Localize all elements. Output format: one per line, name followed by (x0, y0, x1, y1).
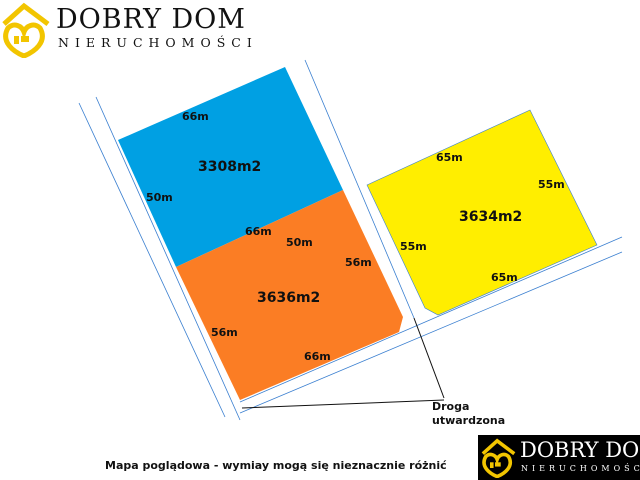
side-label: 56m (211, 326, 238, 339)
logo-top: DOBRY DOM NIERUCHOMOŚCI (0, 0, 280, 60)
side-label: 55m (400, 240, 427, 253)
plot-yellow (366, 109, 598, 316)
logo-subtitle: NIERUCHOMOŚCI (58, 35, 258, 50)
logo-title: DOBRY DOM (56, 4, 246, 35)
area-label-yellow: 3634m2 (459, 209, 522, 225)
house-heart-icon (481, 438, 516, 478)
plot-orange (176, 190, 403, 400)
area-label-orange: 3636m2 (257, 290, 320, 306)
side-label: 50m (286, 236, 313, 249)
area-label-blue: 3308m2 (198, 159, 261, 175)
house-heart-icon (2, 2, 50, 58)
logo-subtitle: NIERUCHOMOŚCI (521, 464, 640, 473)
road-line (304, 59, 415, 319)
road-label-line1: Droga (432, 400, 470, 413)
road-line (95, 96, 241, 421)
road-line (78, 102, 226, 418)
road-line (239, 251, 623, 414)
road-label-line2: utwardzona (432, 414, 506, 427)
side-label: 55m (538, 178, 565, 191)
side-label: 56m (345, 256, 372, 269)
side-label: 66m (182, 110, 209, 123)
plot-blue (118, 67, 343, 267)
side-label: 66m (245, 225, 272, 238)
side-label: 65m (436, 151, 463, 164)
logo-title: DOBRY DOM (520, 438, 640, 462)
map-caption: Mapa poglądowa - wymiay mogą się nieznac… (105, 459, 447, 472)
road-line (239, 236, 623, 403)
side-label: 65m (491, 271, 518, 284)
side-label: 50m (146, 191, 173, 204)
road-lines (78, 59, 623, 421)
side-label: 66m (304, 350, 331, 363)
road-label: Droga utwardzona (432, 400, 505, 428)
logo-bottom: DOBRY DOM NIERUCHOMOŚCI (478, 435, 640, 480)
road-pointer (241, 317, 445, 409)
